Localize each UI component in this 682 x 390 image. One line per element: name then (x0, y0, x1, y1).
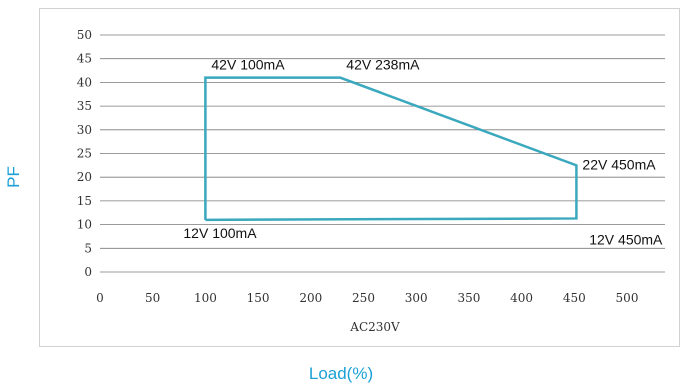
y-tick-label: 15 (77, 194, 92, 208)
y-tick-label: 10 (77, 218, 92, 232)
x-tick-label: 150 (247, 291, 270, 305)
y-tick-label: 50 (77, 28, 92, 42)
y-tick-label: 20 (77, 170, 92, 184)
y-tick-label: 35 (77, 99, 92, 113)
x-axis-caption: AC230V (349, 320, 400, 334)
x-tick-label: 0 (96, 291, 104, 305)
x-tick-label: 50 (145, 291, 160, 305)
x-tick-label: 100 (194, 291, 217, 305)
x-tick-label: 300 (405, 291, 428, 305)
x-tick-label: 450 (563, 291, 586, 305)
chart-frame (39, 8, 680, 347)
y-tick-label: 5 (84, 241, 92, 255)
y-tick-label: 0 (84, 265, 92, 279)
x-tick-label: 350 (457, 291, 480, 305)
y-tick-label: 45 (77, 52, 92, 66)
series-line (204, 76, 578, 222)
y-tick-label: 25 (77, 147, 92, 161)
point-annotation: 42V 238mA (346, 57, 420, 73)
x-tick-label: 400 (510, 291, 533, 305)
point-annotation: 42V 100mA (211, 57, 285, 73)
point-annotation: 12V 450mA (589, 231, 663, 247)
x-tick-label: 250 (352, 291, 375, 305)
point-annotation: 12V 100mA (183, 225, 257, 241)
point-annotation: 22V 450mA (582, 156, 656, 172)
y-tick-label: 40 (77, 75, 92, 89)
x-tick-label: 500 (616, 291, 639, 305)
y-axis-title: PF (3, 166, 23, 188)
x-tick-label: 200 (299, 291, 322, 305)
x-axis-title: Load(%) (308, 364, 374, 383)
y-tick-label: 30 (77, 123, 92, 137)
